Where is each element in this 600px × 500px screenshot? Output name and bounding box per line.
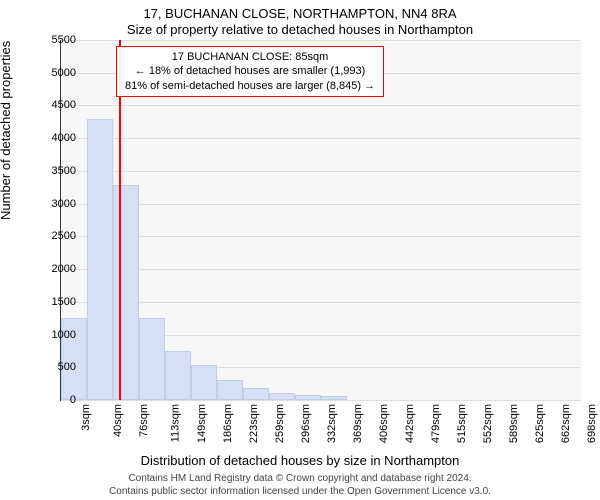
x-tick-label: 625sqm: [534, 404, 546, 443]
histogram-bar: [87, 119, 113, 400]
x-tick-label: 515sqm: [456, 404, 468, 443]
x-tick-label: 296sqm: [300, 404, 312, 443]
histogram-bar: [113, 185, 139, 400]
histogram-bar: [243, 388, 269, 400]
grid-line: [61, 400, 581, 401]
x-tick-label: 479sqm: [430, 404, 442, 443]
annotation-line: 81% of semi-detached houses are larger (…: [125, 79, 375, 93]
x-tick-label: 698sqm: [586, 404, 598, 443]
grid-line: [61, 40, 581, 41]
grid-line: [61, 171, 581, 172]
x-axis-label: Distribution of detached houses by size …: [0, 453, 600, 468]
chart-title: 17, BUCHANAN CLOSE, NORTHAMPTON, NN4 8RA: [0, 6, 600, 21]
grid-line: [61, 236, 581, 237]
x-tick-label: 3sqm: [80, 404, 92, 431]
histogram-bar: [139, 318, 165, 400]
y-tick-label: 3500: [46, 165, 76, 177]
y-tick-label: 3000: [46, 198, 76, 210]
grid-line: [61, 138, 581, 139]
x-tick-label: 662sqm: [560, 404, 572, 443]
histogram-bar: [269, 393, 295, 400]
x-tick-label: 552sqm: [482, 404, 494, 443]
footer-line1: Contains HM Land Registry data © Crown c…: [0, 473, 600, 486]
grid-line: [61, 269, 581, 270]
x-tick-label: 113sqm: [169, 404, 181, 442]
histogram-bar: [191, 365, 217, 400]
plot-area: 3sqm40sqm76sqm113sqm149sqm186sqm223sqm25…: [60, 40, 581, 401]
y-tick-label: 2500: [46, 230, 76, 242]
x-tick-label: 406sqm: [378, 404, 390, 443]
y-tick-label: 0: [46, 394, 76, 406]
y-tick-label: 500: [46, 361, 76, 373]
y-tick-label: 5000: [46, 67, 76, 79]
x-tick-label: 186sqm: [222, 404, 234, 443]
x-tick-label: 76sqm: [138, 404, 150, 437]
annotation-line: 17 BUCHANAN CLOSE: 85sqm: [125, 50, 375, 64]
y-tick-label: 4000: [46, 132, 76, 144]
x-tick-label: 223sqm: [248, 404, 260, 443]
property-size-histogram: 17, BUCHANAN CLOSE, NORTHAMPTON, NN4 8RA…: [0, 0, 600, 500]
grid-line: [61, 204, 581, 205]
y-tick-label: 1000: [46, 329, 76, 341]
grid-line: [61, 105, 581, 106]
grid-line: [61, 302, 581, 303]
x-tick-label: 369sqm: [352, 404, 364, 443]
x-tick-label: 589sqm: [508, 404, 520, 443]
x-tick-label: 40sqm: [112, 404, 124, 437]
x-tick-label: 259sqm: [274, 404, 286, 443]
histogram-bar: [321, 396, 347, 400]
x-tick-label: 332sqm: [326, 404, 338, 443]
footer-line2: Contains public sector information licen…: [0, 486, 600, 499]
histogram-bar: [217, 380, 243, 400]
x-tick-label: 149sqm: [196, 404, 208, 443]
y-tick-label: 4500: [46, 99, 76, 111]
y-axis-label: Number of detached properties: [0, 41, 13, 220]
annotation-line: ← 18% of detached houses are smaller (1,…: [125, 64, 375, 78]
y-tick-label: 1500: [46, 296, 76, 308]
histogram-bar: [165, 351, 191, 400]
y-tick-label: 2000: [46, 263, 76, 275]
footer-attribution: Contains HM Land Registry data © Crown c…: [0, 473, 600, 498]
chart-subtitle: Size of property relative to detached ho…: [0, 22, 600, 37]
histogram-bar: [295, 395, 321, 400]
x-tick-label: 442sqm: [404, 404, 416, 443]
annotation-box: 17 BUCHANAN CLOSE: 85sqm← 18% of detache…: [116, 46, 384, 97]
y-tick-label: 5500: [46, 34, 76, 46]
